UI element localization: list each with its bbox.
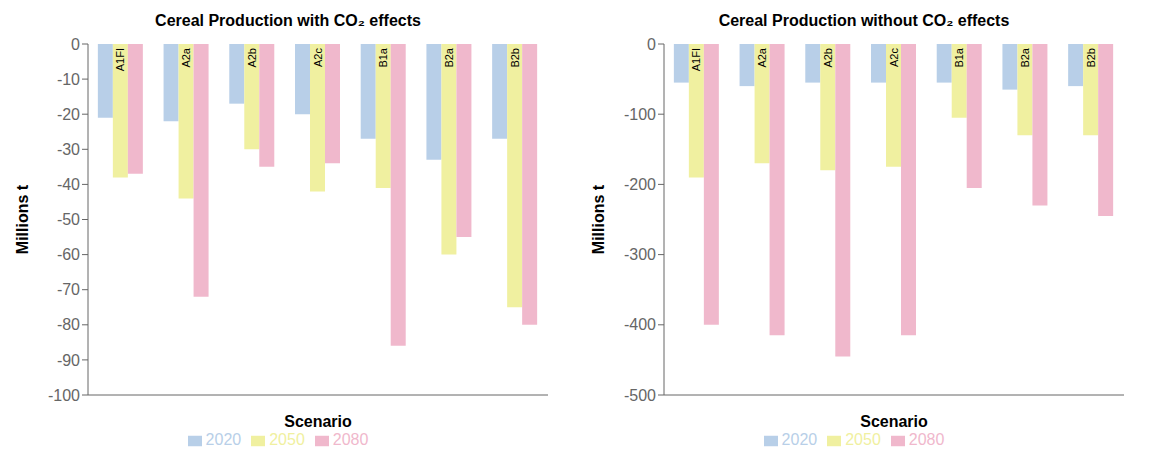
svg-text:A2a: A2a bbox=[180, 47, 192, 67]
svg-text:-70: -70 bbox=[57, 281, 80, 298]
svg-text:A2b: A2b bbox=[246, 48, 258, 68]
svg-text:0: 0 bbox=[71, 36, 80, 53]
svg-text:-40: -40 bbox=[57, 176, 80, 193]
svg-text:B1a: B1a bbox=[953, 47, 965, 67]
svg-text:B2b: B2b bbox=[509, 48, 521, 68]
svg-text:-80: -80 bbox=[57, 316, 80, 333]
svg-text:-500: -500 bbox=[624, 387, 656, 404]
svg-text:B2a: B2a bbox=[1019, 47, 1031, 67]
svg-text:-60: -60 bbox=[57, 246, 80, 263]
svg-text:-30: -30 bbox=[57, 141, 80, 158]
svg-text:Millions t: Millions t bbox=[590, 184, 607, 254]
svg-text:-200: -200 bbox=[624, 176, 656, 193]
svg-text:-300: -300 bbox=[624, 246, 656, 263]
html-text:2020: 2020 bbox=[781, 431, 818, 448]
html-text:Cereal Production without CO₂: Cereal Production without CO₂ effects bbox=[718, 12, 1010, 29]
svg-text:Scenario: Scenario bbox=[860, 413, 928, 430]
svg-text:0: 0 bbox=[647, 36, 656, 53]
svg-text:A2c: A2c bbox=[312, 48, 324, 67]
svg-text:Scenario: Scenario bbox=[284, 413, 352, 430]
svg-text:-20: -20 bbox=[57, 106, 80, 123]
svg-text:B2b: B2b bbox=[1085, 48, 1097, 68]
svg-text:-400: -400 bbox=[624, 316, 656, 333]
svg-text:-100: -100 bbox=[48, 387, 80, 404]
svg-text:A2b: A2b bbox=[822, 48, 834, 68]
svg-text:-100: -100 bbox=[624, 106, 656, 123]
svg-text:A1FI: A1FI bbox=[114, 48, 126, 71]
svg-text:A1FI: A1FI bbox=[690, 48, 702, 71]
html-text:2080: 2080 bbox=[908, 431, 945, 448]
svg-text:-50: -50 bbox=[57, 211, 80, 228]
html-text:2050: 2050 bbox=[845, 431, 881, 448]
svg-text:B2a: B2a bbox=[443, 47, 455, 67]
svg-text:B1a: B1a bbox=[377, 47, 389, 67]
html-text:Cereal Production with CO₂ eff: Cereal Production with CO₂ effects bbox=[155, 12, 421, 29]
html-text:2050: 2050 bbox=[269, 431, 305, 448]
svg-text:-90: -90 bbox=[57, 352, 80, 369]
svg-text:-10: -10 bbox=[57, 71, 80, 88]
svg-text:Millions t: Millions t bbox=[14, 184, 31, 254]
svg-text:A2c: A2c bbox=[888, 48, 900, 67]
html-text:2020: 2020 bbox=[205, 431, 242, 448]
html-text:2080: 2080 bbox=[332, 431, 369, 448]
svg-text:A2a: A2a bbox=[756, 47, 768, 67]
